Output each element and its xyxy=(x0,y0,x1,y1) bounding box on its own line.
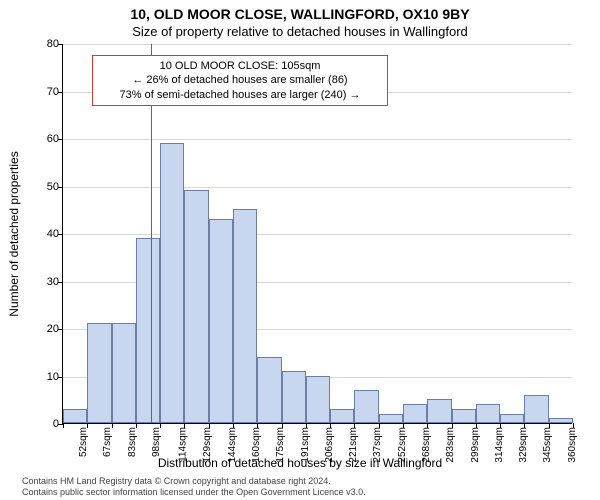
y-tick-label: 40 xyxy=(47,228,59,240)
histogram-bar xyxy=(184,190,208,423)
y-tick-label: 30 xyxy=(47,276,59,288)
gridline xyxy=(63,44,572,45)
x-tick-mark xyxy=(379,423,380,428)
x-tick-mark xyxy=(87,423,88,428)
attribution: Contains HM Land Registry data © Crown c… xyxy=(22,476,366,498)
histogram-bar xyxy=(452,409,476,423)
histogram-bar xyxy=(403,404,427,423)
annotation-line: 73% of semi-detached houses are larger (… xyxy=(99,88,381,102)
histogram-bar xyxy=(112,323,136,423)
x-tick-mark xyxy=(233,423,234,428)
histogram-bar xyxy=(354,390,378,423)
gridline xyxy=(63,187,572,188)
histogram-bar xyxy=(427,399,451,423)
chart-container: 10, OLD MOOR CLOSE, WALLINGFORD, OX10 9B… xyxy=(0,0,600,500)
histogram-bar xyxy=(306,376,330,424)
y-tick-label: 60 xyxy=(47,133,59,145)
x-tick-mark xyxy=(573,423,574,428)
x-tick-label: 67sqm xyxy=(102,427,113,457)
gridline xyxy=(63,234,572,235)
x-tick-mark xyxy=(524,423,525,428)
x-tick-mark xyxy=(209,423,210,428)
annotation-line: ← 26% of detached houses are smaller (86… xyxy=(99,73,381,87)
x-tick-mark xyxy=(282,423,283,428)
x-tick-mark xyxy=(549,423,550,428)
x-tick-mark xyxy=(63,423,64,428)
x-tick-mark xyxy=(403,423,404,428)
y-axis-label: Number of detached properties xyxy=(7,151,21,316)
attribution-line: Contains public sector information licen… xyxy=(22,487,366,498)
x-tick-mark xyxy=(354,423,355,428)
histogram-bar xyxy=(209,219,233,423)
histogram-bar xyxy=(379,414,403,424)
gridline xyxy=(63,139,572,140)
histogram-bar xyxy=(63,409,87,423)
histogram-bar xyxy=(87,323,111,423)
x-tick-mark xyxy=(330,423,331,428)
y-tick-label: 80 xyxy=(47,38,59,50)
annotation-line: 10 OLD MOOR CLOSE: 105sqm xyxy=(99,59,381,73)
x-tick-mark xyxy=(476,423,477,428)
histogram-bar xyxy=(476,404,500,423)
histogram-bar xyxy=(330,409,354,423)
y-tick-label: 50 xyxy=(47,181,59,193)
attribution-line: Contains HM Land Registry data © Crown c… xyxy=(22,476,366,487)
x-tick-mark xyxy=(112,423,113,428)
x-tick-mark xyxy=(257,423,258,428)
x-tick-mark xyxy=(452,423,453,428)
x-tick-mark xyxy=(500,423,501,428)
title-main: 10, OLD MOOR CLOSE, WALLINGFORD, OX10 9B… xyxy=(0,6,600,22)
histogram-bar xyxy=(160,143,184,423)
x-tick-label: 52sqm xyxy=(78,427,89,457)
histogram-bar xyxy=(524,395,548,424)
histogram-bar xyxy=(136,238,160,423)
annotation-box: 10 OLD MOOR CLOSE: 105sqm ← 26% of detac… xyxy=(92,55,388,106)
histogram-bar xyxy=(257,357,281,424)
histogram-bar xyxy=(500,414,524,424)
y-tick-label: 10 xyxy=(47,371,59,383)
x-tick-label: 83sqm xyxy=(127,427,138,457)
y-tick-label: 0 xyxy=(53,418,59,430)
y-tick-label: 70 xyxy=(47,86,59,98)
x-tick-mark xyxy=(184,423,185,428)
x-tick-mark xyxy=(306,423,307,428)
y-tick-label: 20 xyxy=(47,323,59,335)
x-axis-label: Distribution of detached houses by size … xyxy=(0,456,600,470)
histogram-bar xyxy=(233,209,257,423)
x-tick-label: 98sqm xyxy=(151,427,162,457)
x-tick-mark xyxy=(427,423,428,428)
title-sub: Size of property relative to detached ho… xyxy=(0,24,600,39)
x-tick-mark xyxy=(136,423,137,428)
histogram-bar xyxy=(282,371,306,423)
histogram-bar xyxy=(549,418,573,423)
x-tick-mark xyxy=(160,423,161,428)
